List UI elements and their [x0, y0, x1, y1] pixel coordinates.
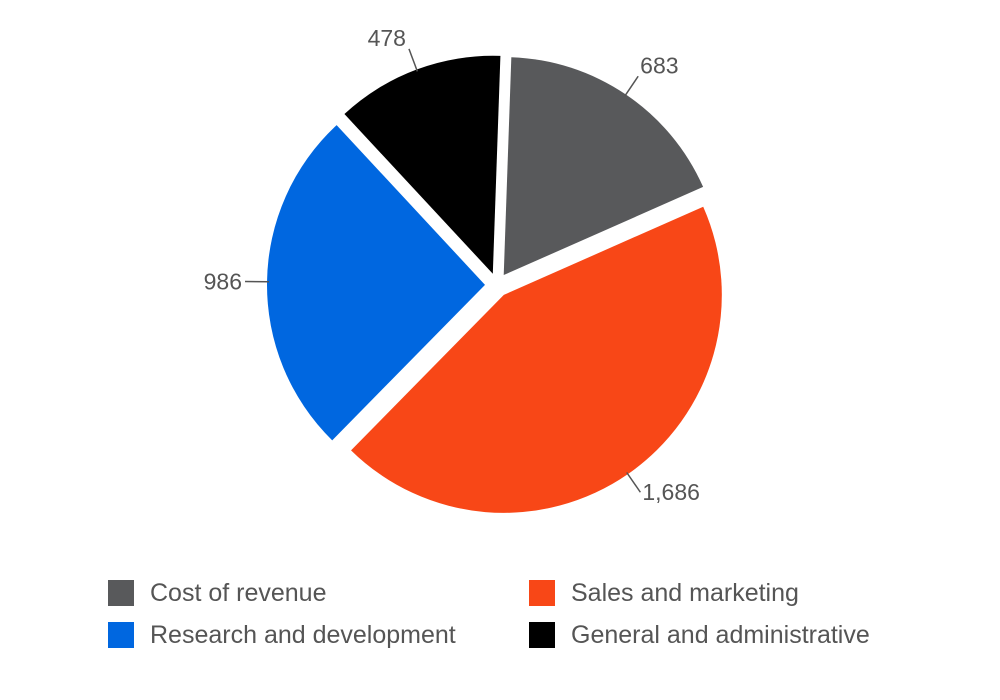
leader-line-general-and-administrative	[408, 48, 419, 72]
pie-slice-cost-of-revenue[interactable]	[503, 57, 704, 276]
pie-slices	[267, 55, 722, 513]
value-label-general-and-administrative: 478	[368, 25, 406, 51]
pie-slice-sales-and-marketing[interactable]	[351, 206, 722, 513]
legend-label-general-and-administrative: General and administrative	[571, 620, 870, 649]
legend-swatch-sales-and-marketing	[529, 580, 555, 606]
legend-label-research-and-development: Research and development	[150, 620, 456, 649]
legend-item-cost-of-revenue[interactable]: Cost of revenue	[108, 578, 529, 608]
legend-label-cost-of-revenue: Cost of revenue	[150, 578, 327, 607]
leader-line-sales-and-marketing	[626, 472, 641, 493]
legend-swatch-research-and-development	[108, 622, 134, 648]
value-label-cost-of-revenue: 683	[640, 52, 678, 78]
legend: Cost of revenue Sales and marketing Rese…	[108, 578, 928, 650]
leader-line-cost-of-revenue	[624, 75, 639, 97]
legend-swatch-general-and-administrative	[529, 622, 555, 648]
legend-item-research-and-development[interactable]: Research and development	[108, 620, 529, 650]
value-label-sales-and-marketing: 1,686	[642, 479, 700, 505]
pie-slice-general-and-administrative[interactable]	[344, 55, 501, 274]
pie-slice-research-and-development[interactable]	[267, 125, 486, 441]
value-label-research-and-development: 986	[204, 268, 242, 294]
pie-value-labels: 683 1,686 986 478	[204, 25, 700, 505]
legend-item-sales-and-marketing[interactable]: Sales and marketing	[529, 578, 929, 608]
legend-item-general-and-administrative[interactable]: General and administrative	[529, 620, 929, 650]
legend-swatch-cost-of-revenue	[108, 580, 134, 606]
legend-label-sales-and-marketing: Sales and marketing	[571, 578, 799, 607]
